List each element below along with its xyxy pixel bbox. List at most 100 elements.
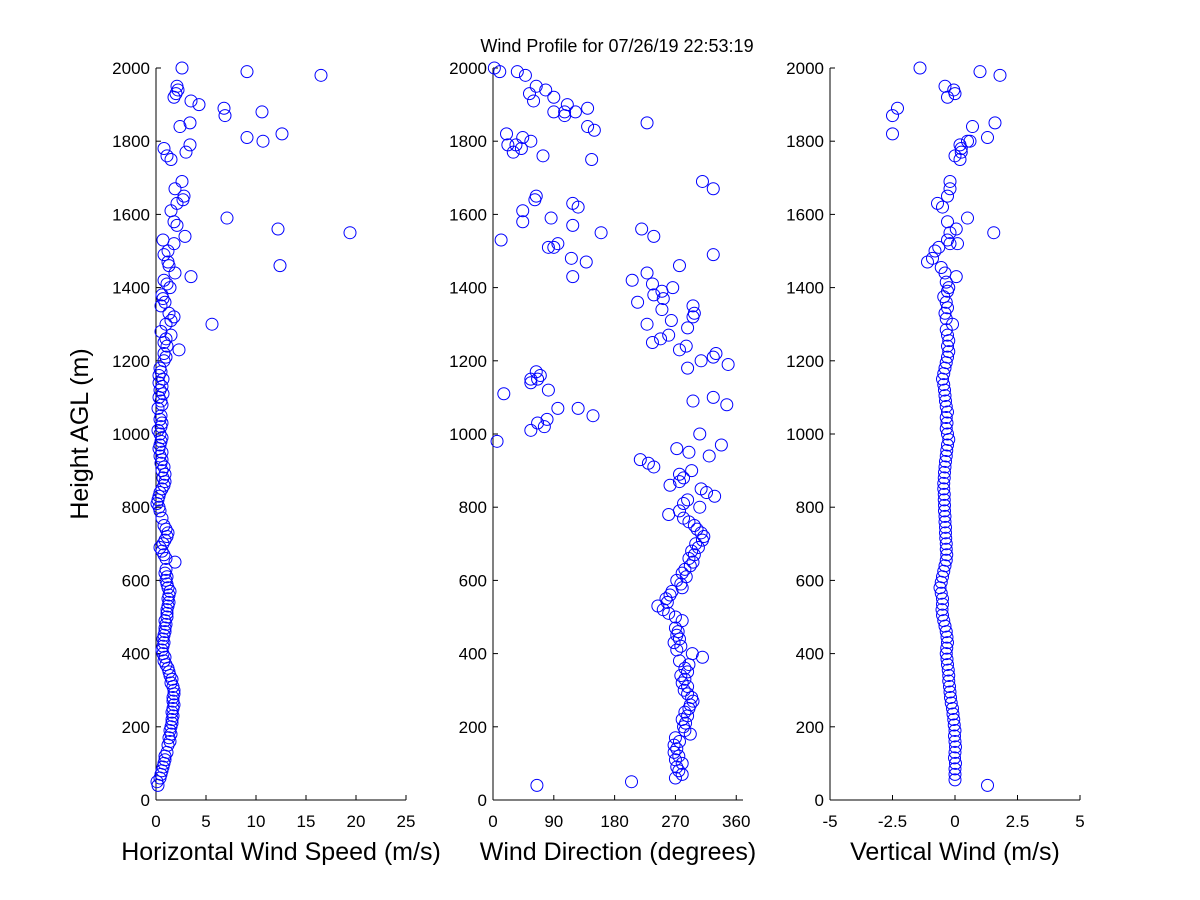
- data-point: [668, 771, 682, 785]
- data-point: [937, 614, 951, 628]
- y-tick-label: 2000: [786, 59, 824, 78]
- data-point: [205, 317, 219, 331]
- x-tick-label: 10: [247, 812, 266, 831]
- data-point: [954, 145, 968, 159]
- data-point: [497, 387, 511, 401]
- data-point: [677, 683, 691, 697]
- data-point: [939, 449, 953, 463]
- data-point: [941, 90, 954, 104]
- data-point: [939, 553, 953, 567]
- data-point: [240, 65, 254, 79]
- data-point: [155, 464, 169, 478]
- data-point: [679, 339, 693, 353]
- data-point: [678, 672, 692, 686]
- data-point: [158, 533, 172, 547]
- data-point: [175, 174, 189, 188]
- data-point: [677, 511, 691, 525]
- data-point: [547, 240, 561, 254]
- data-point: [169, 87, 183, 101]
- data-point: [184, 270, 198, 284]
- data-point: [681, 361, 695, 375]
- y-tick-label: 1600: [449, 205, 487, 224]
- data-point: [938, 79, 952, 93]
- data-point: [662, 508, 676, 522]
- x-tick-label: 5: [1075, 812, 1084, 831]
- data-point: [154, 409, 168, 423]
- y-tick-label: 1800: [449, 132, 487, 151]
- data-point: [536, 149, 550, 163]
- data-point: [184, 94, 198, 108]
- data-point: [687, 519, 701, 532]
- data-point: [687, 548, 701, 562]
- data-point: [943, 685, 957, 699]
- data-point: [664, 314, 678, 328]
- data-point: [157, 346, 171, 360]
- data-point: [708, 489, 722, 503]
- data-point: [218, 109, 232, 123]
- data-point: [940, 548, 954, 562]
- data-point: [700, 486, 714, 500]
- data-point: [961, 134, 974, 148]
- data-point: [586, 409, 600, 423]
- data-point: [941, 438, 954, 452]
- data-point: [155, 511, 169, 525]
- data-point: [941, 658, 954, 672]
- data-point: [685, 691, 699, 705]
- y-tick-label: 1200: [112, 352, 150, 371]
- data-point: [172, 343, 186, 357]
- data-point: [529, 365, 543, 379]
- data-point: [647, 460, 661, 474]
- data-point: [256, 134, 270, 148]
- data-point: [487, 61, 501, 75]
- y-tick-label: 0: [815, 791, 824, 810]
- vertical-wind-panel: 0 200 400 600 800 1000 1200 1400 1600 1800 2000 -5 -…: [786, 59, 1085, 866]
- data-point: [166, 694, 180, 708]
- data-point: [533, 368, 547, 382]
- data-point: [531, 416, 545, 430]
- data-point: [943, 237, 957, 251]
- y-tick-label: 200: [122, 718, 150, 737]
- data-point: [939, 422, 953, 436]
- data-point: [662, 606, 676, 620]
- data-point: [501, 138, 515, 152]
- data-point: [913, 61, 927, 75]
- data-point: [946, 702, 959, 715]
- data-point: [935, 603, 949, 617]
- y-tick-label: 2000: [112, 59, 150, 78]
- data-point: [529, 189, 543, 203]
- data-point: [641, 456, 655, 470]
- data-point: [944, 691, 957, 705]
- data-point: [941, 328, 954, 342]
- data-point: [677, 497, 691, 511]
- data-point: [154, 325, 168, 339]
- data-point: [633, 453, 647, 467]
- data-point: [943, 174, 957, 188]
- data-point: [527, 94, 541, 108]
- data-point: [168, 266, 182, 280]
- data-point: [939, 400, 953, 414]
- data-point: [951, 237, 964, 251]
- data-point: [948, 745, 962, 759]
- data-point: [164, 153, 178, 166]
- data-point: [635, 222, 649, 236]
- data-point: [273, 259, 287, 273]
- data-point: [941, 405, 954, 419]
- data-point: [566, 270, 580, 284]
- data-point: [683, 727, 697, 741]
- data-point: [581, 101, 595, 115]
- data-point: [949, 222, 963, 236]
- data-point: [158, 614, 172, 628]
- data-point: [948, 723, 962, 737]
- data-point: [675, 676, 689, 690]
- data-point: [155, 288, 169, 302]
- data-point: [153, 361, 167, 375]
- data-point: [640, 116, 654, 130]
- data-point: [255, 105, 269, 119]
- data-point: [937, 476, 951, 490]
- data-point: [949, 740, 962, 754]
- data-point: [168, 182, 182, 196]
- data-point: [934, 260, 948, 274]
- data-point: [948, 767, 962, 781]
- data-point: [645, 277, 659, 291]
- data-point: [271, 222, 285, 236]
